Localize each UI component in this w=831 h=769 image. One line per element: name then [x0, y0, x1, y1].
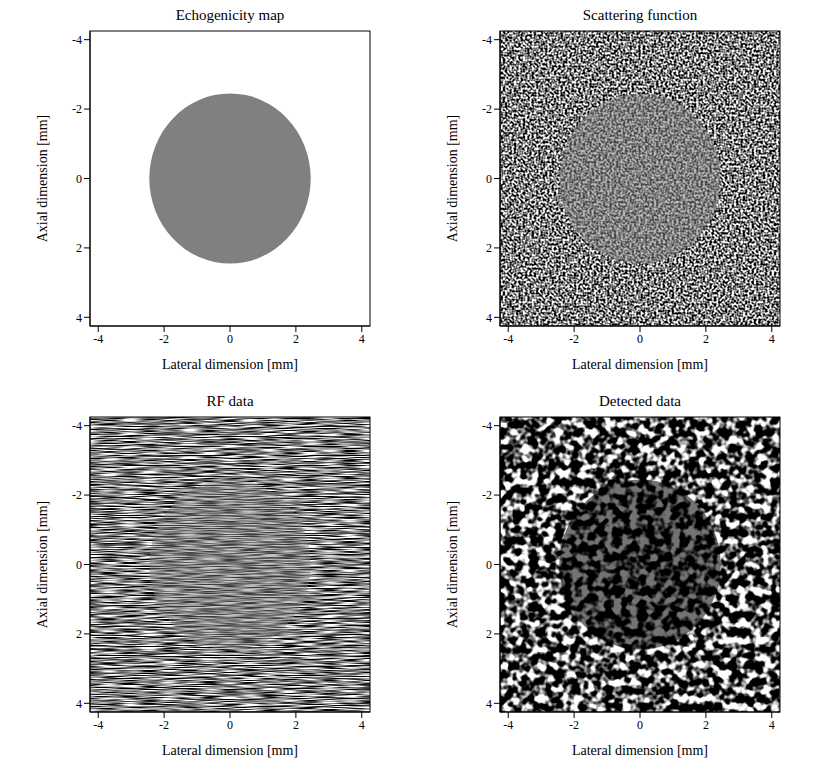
svg-text:4: 4: [359, 718, 365, 732]
svg-text:2: 2: [293, 332, 299, 346]
svg-text:Lateral dimension [mm]: Lateral dimension [mm]: [572, 357, 708, 372]
svg-text:-2: -2: [569, 332, 579, 346]
svg-text:Axial dimension [mm]: Axial dimension [mm]: [35, 501, 50, 629]
svg-text:2: 2: [76, 627, 82, 641]
svg-text:2: 2: [703, 332, 709, 346]
svg-text:2: 2: [703, 718, 709, 732]
svg-text:Axial dimension [mm]: Axial dimension [mm]: [445, 501, 460, 629]
svg-text:Axial dimension [mm]: Axial dimension [mm]: [35, 115, 50, 243]
html-text:Detected data: Detected data: [599, 393, 681, 409]
svg-text:0: 0: [227, 718, 233, 732]
svg-text:4: 4: [486, 697, 492, 711]
svg-text:Lateral dimension [mm]: Lateral dimension [mm]: [162, 743, 298, 758]
svg-text:4: 4: [769, 718, 775, 732]
svg-text:-4: -4: [482, 419, 492, 433]
svg-text:-2: -2: [569, 718, 579, 732]
svg-text:-2: -2: [72, 488, 82, 502]
svg-text:4: 4: [486, 311, 492, 325]
svg-text:0: 0: [486, 558, 492, 572]
svg-text:0: 0: [76, 172, 82, 186]
svg-text:0: 0: [637, 718, 643, 732]
svg-text:2: 2: [486, 241, 492, 255]
svg-text:-2: -2: [482, 488, 492, 502]
svg-text:-4: -4: [93, 332, 103, 346]
html-text:Echogenicity map: Echogenicity map: [175, 7, 285, 23]
svg-text:-4: -4: [482, 33, 492, 47]
svg-text:4: 4: [76, 311, 82, 325]
svg-text:-4: -4: [72, 33, 82, 47]
svg-text:-2: -2: [72, 102, 82, 116]
svg-text:0: 0: [76, 558, 82, 572]
svg-text:4: 4: [359, 332, 365, 346]
svg-text:2: 2: [486, 627, 492, 641]
svg-text:-4: -4: [93, 718, 103, 732]
svg-text:Axial dimension [mm]: Axial dimension [mm]: [445, 115, 460, 243]
svg-text:2: 2: [293, 718, 299, 732]
svg-text:Lateral dimension [mm]: Lateral dimension [mm]: [572, 743, 708, 758]
svg-text:-4: -4: [503, 332, 513, 346]
svg-text:0: 0: [637, 332, 643, 346]
svg-text:0: 0: [227, 332, 233, 346]
svg-text:-4: -4: [72, 419, 82, 433]
svg-text:-2: -2: [159, 718, 169, 732]
svg-text:4: 4: [76, 697, 82, 711]
html-text:RF data: RF data: [206, 393, 254, 409]
svg-text:Lateral dimension [mm]: Lateral dimension [mm]: [162, 357, 298, 372]
svg-text:-2: -2: [159, 332, 169, 346]
svg-text:4: 4: [769, 332, 775, 346]
svg-text:-2: -2: [482, 102, 492, 116]
html-text:Scattering function: Scattering function: [582, 7, 698, 23]
svg-text:-4: -4: [503, 718, 513, 732]
svg-text:2: 2: [76, 241, 82, 255]
svg-text:0: 0: [486, 172, 492, 186]
